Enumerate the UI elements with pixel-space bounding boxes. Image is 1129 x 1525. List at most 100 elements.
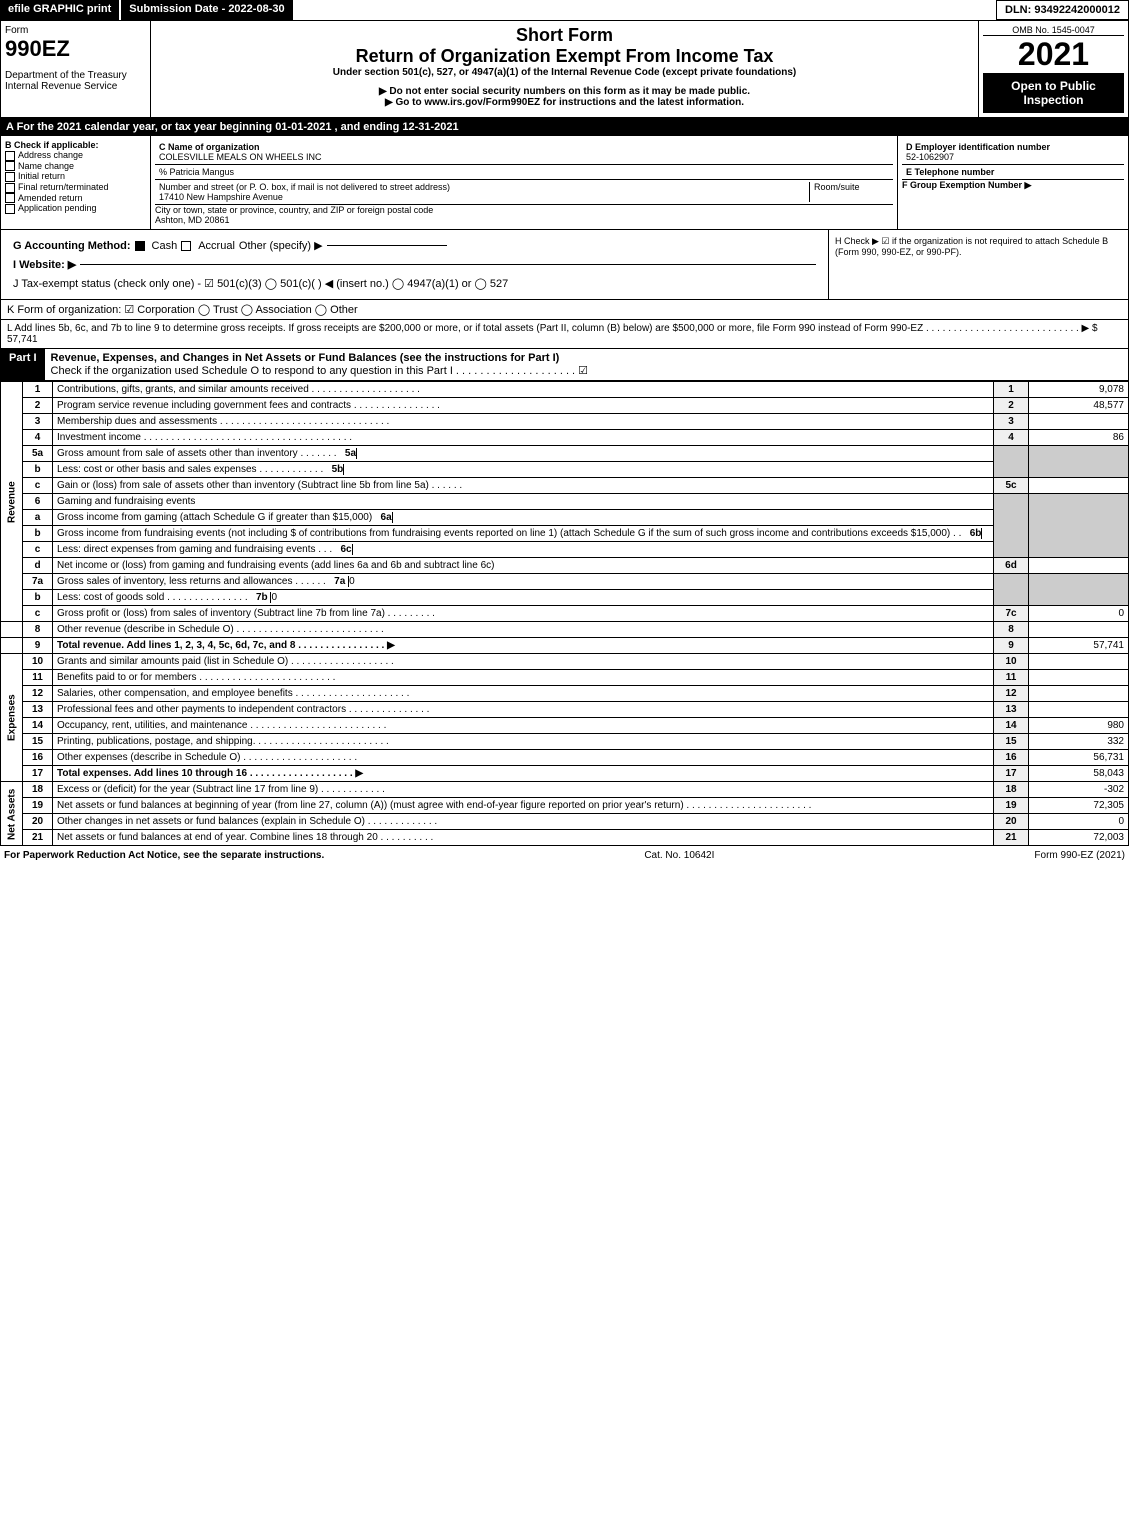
l19-desc: Net assets or fund balances at beginning… <box>53 798 994 814</box>
l1-desc: Contributions, gifts, grants, and simila… <box>53 382 994 398</box>
lines-table: Revenue 1Contributions, gifts, grants, a… <box>0 381 1129 846</box>
l14-desc: Occupancy, rent, utilities, and maintena… <box>53 718 994 734</box>
l14-amt: 980 <box>1029 718 1129 734</box>
section-c: C Name of organization COLESVILLE MEALS … <box>151 136 898 229</box>
form-note-link[interactable]: ▶ Go to www.irs.gov/Form990EZ for instru… <box>155 97 974 108</box>
street-label: Number and street (or P. O. box, if mail… <box>159 182 450 192</box>
l15-ln: 15 <box>994 734 1029 750</box>
l7a-desc: Gross sales of inventory, less returns a… <box>53 574 994 590</box>
l21-ln: 21 <box>994 830 1029 846</box>
check-final-return[interactable] <box>5 183 15 193</box>
submission-date: Submission Date - 2022-08-30 <box>121 0 294 20</box>
l12-amt <box>1029 686 1129 702</box>
l6c-desc: Less: direct expenses from gaming and fu… <box>53 542 994 558</box>
l15-num: 15 <box>23 734 53 750</box>
g-label: G Accounting Method: <box>13 240 131 252</box>
check-cash[interactable] <box>135 241 145 251</box>
l21-desc: Net assets or fund balances at end of ye… <box>53 830 994 846</box>
l18-num: 18 <box>23 782 53 798</box>
l6-desc: Gaming and fundraising events <box>53 494 994 510</box>
label-pending: Application pending <box>18 203 97 213</box>
l11-num: 11 <box>23 670 53 686</box>
part1-title: Revenue, Expenses, and Changes in Net As… <box>51 352 560 364</box>
l6b-num: b <box>23 526 53 542</box>
check-pending[interactable] <box>5 204 15 214</box>
section-b: B Check if applicable: Address change Na… <box>1 136 151 229</box>
l5b-desc: Less: cost or other basis and sales expe… <box>53 462 994 478</box>
l6a-desc: Gross income from gaming (attach Schedul… <box>53 510 994 526</box>
l17-desc: Total expenses. Add lines 10 through 16 … <box>53 766 994 782</box>
check-initial-return[interactable] <box>5 172 15 182</box>
l1-num: 1 <box>23 382 53 398</box>
open-inspection: Open to Public Inspection <box>983 73 1124 113</box>
label-address-change: Address change <box>18 150 83 160</box>
part1-bar: Part I <box>1 349 45 380</box>
form-number: 990EZ <box>5 36 146 62</box>
other-method-input[interactable] <box>327 245 447 246</box>
revenue-side-label: Revenue <box>1 382 23 622</box>
l12-ln: 12 <box>994 686 1029 702</box>
l5c-desc: Gain or (loss) from sale of assets other… <box>53 478 994 494</box>
l6c-num: c <box>23 542 53 558</box>
l18-desc: Excess or (deficit) for the year (Subtra… <box>53 782 994 798</box>
l4-desc: Investment income . . . . . . . . . . . … <box>53 430 994 446</box>
city-label: City or town, state or province, country… <box>155 205 433 215</box>
l16-amt: 56,731 <box>1029 750 1129 766</box>
l14-ln: 14 <box>994 718 1029 734</box>
street-value: 17410 New Hampshire Avenue <box>159 192 283 202</box>
check-address-change[interactable] <box>5 151 15 161</box>
l9-num: 9 <box>23 638 53 654</box>
form-header: Form 990EZ Department of the Treasury In… <box>0 20 1129 118</box>
l7c-num: c <box>23 606 53 622</box>
l8-num: 8 <box>23 622 53 638</box>
section-k: K Form of organization: ☑ Corporation ◯ … <box>1 300 1128 319</box>
i-website-label: I Website: ▶ <box>13 258 76 271</box>
l3-amt <box>1029 414 1129 430</box>
l21-num: 21 <box>23 830 53 846</box>
l6d-desc: Net income or (loss) from gaming and fun… <box>53 558 994 574</box>
l6d-num: d <box>23 558 53 574</box>
l8-ln: 8 <box>994 622 1029 638</box>
d-ein-label: D Employer identification number <box>906 142 1050 152</box>
l2-num: 2 <box>23 398 53 414</box>
l4-num: 4 <box>23 430 53 446</box>
l5a-desc: Gross amount from sale of assets other t… <box>53 446 994 462</box>
website-input[interactable] <box>80 264 816 265</box>
l9-desc: Total revenue. Add lines 1, 2, 3, 4, 5c,… <box>53 638 994 654</box>
l16-num: 16 <box>23 750 53 766</box>
irs-label: Internal Revenue Service <box>5 81 146 92</box>
l2-ln: 2 <box>994 398 1029 414</box>
l19-amt: 72,305 <box>1029 798 1129 814</box>
l6b-desc: Gross income from fundraising events (no… <box>53 526 994 542</box>
l7c-amt: 0 <box>1029 606 1129 622</box>
label-accrual: Accrual <box>198 240 235 252</box>
l5c-ln: 5c <box>994 478 1029 494</box>
form-note-ssn: ▶ Do not enter social security numbers o… <box>155 86 974 97</box>
tax-year: 2021 <box>983 36 1124 73</box>
l13-ln: 13 <box>994 702 1029 718</box>
l1-ln: 1 <box>994 382 1029 398</box>
section-b-label: B Check if applicable: <box>5 140 99 150</box>
l20-num: 20 <box>23 814 53 830</box>
l6-num: 6 <box>23 494 53 510</box>
check-accrual[interactable] <box>181 241 191 251</box>
l20-ln: 20 <box>994 814 1029 830</box>
form-title-main: Return of Organization Exempt From Incom… <box>155 46 974 67</box>
section-j: J Tax-exempt status (check only one) - ☑… <box>7 274 822 293</box>
l3-desc: Membership dues and assessments . . . . … <box>53 414 994 430</box>
l11-amt <box>1029 670 1129 686</box>
label-final-return: Final return/terminated <box>18 182 109 192</box>
form-title-short: Short Form <box>155 25 974 46</box>
check-name-change[interactable] <box>5 161 15 171</box>
l6d-ln: 6d <box>994 558 1029 574</box>
top-bar: efile GRAPHIC print Submission Date - 20… <box>0 0 1129 20</box>
l15-amt: 332 <box>1029 734 1129 750</box>
l19-num: 19 <box>23 798 53 814</box>
l5c-amt <box>1029 478 1129 494</box>
l18-amt: -302 <box>1029 782 1129 798</box>
form-word: Form <box>5 25 146 36</box>
section-l: L Add lines 5b, 6c, and 7b to line 9 to … <box>1 320 1128 348</box>
check-amended[interactable] <box>5 193 15 203</box>
room-label: Room/suite <box>814 182 860 192</box>
efile-print[interactable]: efile GRAPHIC print <box>0 0 121 20</box>
